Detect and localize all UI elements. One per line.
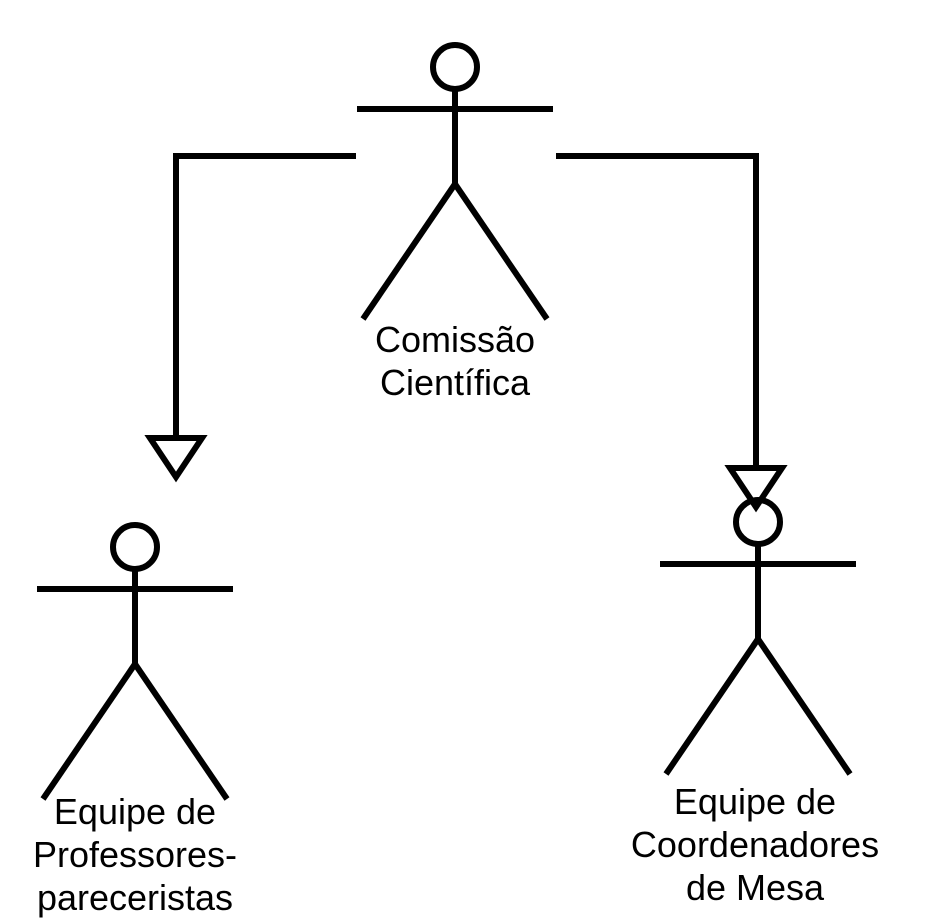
actor-left-label: Equipe deProfessores-pareceristas bbox=[0, 790, 315, 920]
actor-right-label: Equipe deCoordenadoresde Mesa bbox=[575, 780, 932, 910]
org-diagram: ComissãoCientífica Equipe deProfessores-… bbox=[0, 0, 932, 900]
actor-top-label: ComissãoCientífica bbox=[275, 318, 635, 404]
diagram-svg bbox=[0, 0, 932, 900]
